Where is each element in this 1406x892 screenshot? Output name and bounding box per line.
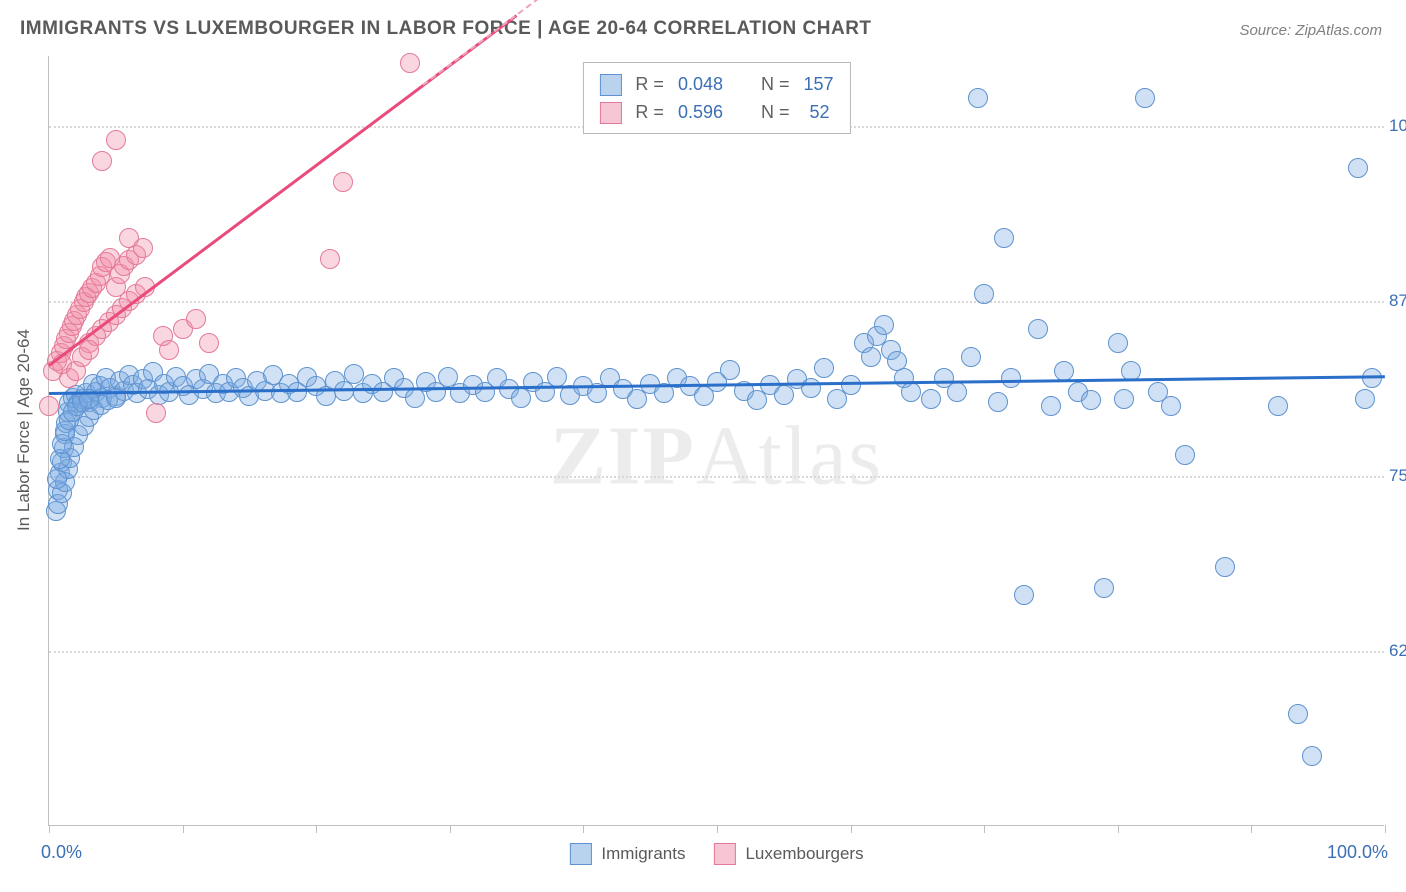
x-tick: [717, 825, 718, 833]
data-point: [320, 249, 340, 269]
gridline: [49, 301, 1384, 303]
data-point: [39, 396, 59, 416]
data-point: [547, 367, 567, 387]
source-attribution: Source: ZipAtlas.com: [1239, 22, 1382, 39]
data-point: [1135, 88, 1155, 108]
data-point: [1108, 333, 1128, 353]
data-point: [1302, 746, 1322, 766]
legend-swatch-luxembourgers: [713, 843, 735, 865]
data-point: [1215, 557, 1235, 577]
data-point: [333, 172, 353, 192]
data-point: [1014, 585, 1034, 605]
data-point: [1081, 390, 1101, 410]
y-tick-label: 87.5%: [1389, 291, 1406, 311]
stats-r-label: R =: [635, 99, 664, 127]
x-tick: [1251, 825, 1252, 833]
y-tick-label: 75.0%: [1389, 466, 1406, 486]
y-tick-label: 100.0%: [1389, 116, 1406, 136]
data-point: [106, 130, 126, 150]
plot-area: ZIPAtlas R = 0.048 N = 157 R = 0.596 N =…: [48, 56, 1384, 826]
data-point: [814, 358, 834, 378]
data-point: [186, 309, 206, 329]
stats-n-label: N =: [761, 99, 790, 127]
legend-label: Luxembourgers: [745, 844, 863, 864]
stats-swatch-luxembourgers: [599, 102, 621, 124]
data-point: [961, 347, 981, 367]
data-point: [1114, 389, 1134, 409]
legend: Immigrants Luxembourgers: [569, 843, 863, 865]
legend-item-luxembourgers: Luxembourgers: [713, 843, 863, 865]
chart-title: IMMIGRANTS VS LUXEMBOURGER IN LABOR FORC…: [20, 18, 872, 40]
data-point: [146, 403, 166, 423]
data-point: [1288, 704, 1308, 724]
data-point: [968, 88, 988, 108]
x-tick: [316, 825, 317, 833]
data-point: [1001, 368, 1021, 388]
stats-n-label: N =: [761, 71, 790, 99]
x-tick: [851, 825, 852, 833]
stats-r-label: R =: [635, 71, 664, 99]
data-point: [159, 340, 179, 360]
data-point: [1161, 396, 1181, 416]
x-axis-max-label: 100.0%: [1327, 842, 1388, 863]
data-point: [874, 315, 894, 335]
stats-n-value-immigrants: 157: [804, 71, 834, 99]
data-point: [1355, 389, 1375, 409]
legend-label: Immigrants: [601, 844, 685, 864]
data-point: [921, 389, 941, 409]
data-point: [1348, 158, 1368, 178]
data-point: [994, 228, 1014, 248]
x-axis-min-label: 0.0%: [41, 842, 82, 863]
data-point: [801, 378, 821, 398]
data-point: [720, 360, 740, 380]
data-point: [119, 228, 139, 248]
stats-r-value-immigrants: 0.048: [678, 71, 723, 99]
data-point: [1094, 578, 1114, 598]
stats-n-value-luxembourgers: 52: [804, 99, 830, 127]
data-point: [400, 53, 420, 73]
x-tick: [1118, 825, 1119, 833]
x-tick: [984, 825, 985, 833]
stats-swatch-immigrants: [599, 74, 621, 96]
x-tick: [183, 825, 184, 833]
data-point: [901, 382, 921, 402]
data-point: [1028, 319, 1048, 339]
data-point: [861, 347, 881, 367]
x-tick: [1385, 825, 1386, 833]
y-tick-label: 62.5%: [1389, 641, 1406, 661]
y-axis-label: In Labor Force | Age 20-64: [14, 329, 34, 531]
stats-row-immigrants: R = 0.048 N = 157: [599, 71, 833, 99]
data-point: [47, 469, 67, 489]
x-tick: [450, 825, 451, 833]
data-point: [79, 340, 99, 360]
gridline: [49, 651, 1384, 653]
legend-item-immigrants: Immigrants: [569, 843, 685, 865]
watermark: ZIPAtlas: [550, 407, 883, 504]
correlation-stats-box: R = 0.048 N = 157 R = 0.596 N = 52: [582, 62, 850, 134]
x-tick: [583, 825, 584, 833]
data-point: [988, 392, 1008, 412]
data-point: [1054, 361, 1074, 381]
data-point: [92, 151, 112, 171]
data-point: [947, 382, 967, 402]
stats-row-luxembourgers: R = 0.596 N = 52: [599, 99, 833, 127]
gridline: [49, 476, 1384, 478]
data-point: [344, 364, 364, 384]
data-point: [1175, 445, 1195, 465]
data-point: [1268, 396, 1288, 416]
x-tick: [49, 825, 50, 833]
data-point: [1041, 396, 1061, 416]
data-point: [199, 333, 219, 353]
legend-swatch-immigrants: [569, 843, 591, 865]
stats-r-value-luxembourgers: 0.596: [678, 99, 723, 127]
data-point: [974, 284, 994, 304]
